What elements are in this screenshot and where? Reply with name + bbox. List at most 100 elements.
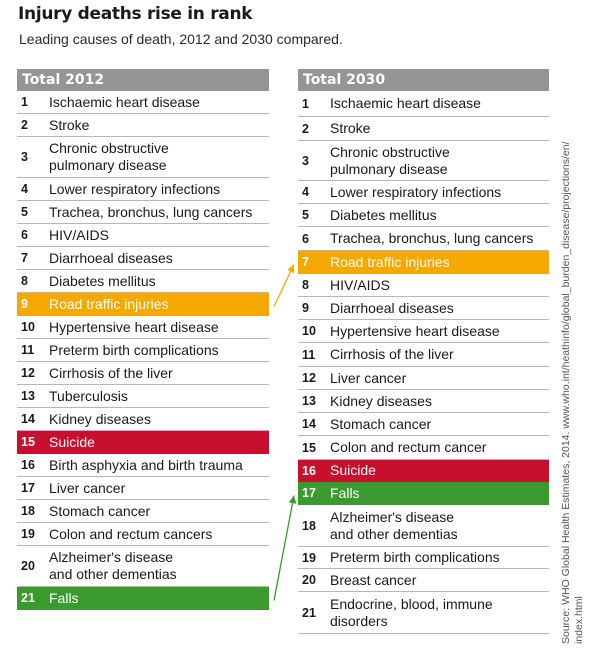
cause-label: HIV/AIDS	[330, 276, 390, 293]
table-row: 19 Colon and rectum cancers	[17, 523, 269, 546]
table-row: 10 Hypertensive heart disease	[298, 320, 549, 343]
table-row: 13 Kidney diseases	[298, 390, 549, 413]
cause-label: Chronic obstructive pulmonary disease	[49, 140, 169, 174]
cause-label: Alzheimer's disease and other dementias	[49, 549, 177, 583]
rank-number: 17	[21, 481, 35, 495]
table-row: 11 Preterm birth complications	[17, 339, 269, 362]
rank-number: 12	[21, 366, 35, 380]
table-row: 17 Liver cancer	[17, 477, 269, 500]
rank-number: 20	[302, 573, 316, 587]
rank-number: 2	[21, 118, 28, 132]
cause-label: Lower respiratory infections	[330, 183, 502, 200]
cause-label: Breast cancer	[330, 571, 417, 588]
table-row: 4 Lower respiratory infections	[298, 181, 549, 204]
cause-label: Trachea, bronchus, lung cancers	[49, 203, 253, 220]
rank-number: 14	[302, 417, 316, 431]
cause-label: Preterm birth complications	[330, 549, 500, 565]
cause-label: Tuberculosis	[49, 387, 128, 404]
cause-label: Birth asphyxia and birth trauma	[49, 456, 243, 473]
table-row: 20 Breast cancer	[298, 569, 549, 592]
cause-label: Ischaemic heart disease	[49, 93, 200, 110]
rank-number: 9	[21, 297, 28, 311]
cause-label: Suicide	[330, 462, 376, 478]
table-row: 6 HIV/AIDS	[17, 224, 269, 247]
cause-label: Colon and rectum cancers	[49, 525, 213, 542]
cause-label-line: Chronic obstructive	[49, 140, 169, 156]
rank-number: 4	[302, 185, 309, 199]
table-row: 9 Road traffic injuries	[17, 293, 269, 316]
cause-label-line: and other dementias	[49, 566, 177, 582]
rank-number: 4	[21, 182, 28, 196]
table-row: 19 Preterm birth complications	[298, 547, 549, 569]
cause-label: Cirrhosis of the liver	[49, 364, 173, 381]
rank-number: 19	[302, 550, 316, 565]
cause-label: Cirrhosis of the liver	[330, 346, 454, 362]
rank-number: 2	[302, 121, 309, 136]
table-row: 12 Liver cancer	[298, 367, 549, 390]
table-row: 7 Road traffic injuries	[298, 251, 549, 274]
cause-label: Stroke	[330, 120, 371, 136]
rank-number: 6	[21, 228, 28, 242]
cause-label: Hypertensive heart disease	[49, 318, 219, 335]
rank-number: 15	[21, 435, 35, 449]
rank-number: 14	[21, 412, 35, 426]
table-row: 12 Cirrhosis of the liver	[17, 362, 269, 385]
cause-label: Suicide	[49, 433, 95, 450]
table-row: 14 Stomach cancer	[298, 413, 549, 436]
rank-number: 18	[302, 518, 316, 533]
rank-number: 3	[302, 153, 309, 168]
rank-number: 12	[302, 371, 316, 385]
cause-label: Stroke	[49, 116, 90, 133]
cause-label: Diabetes mellitus	[330, 206, 437, 223]
rank-number: 9	[302, 301, 309, 315]
cause-label-line: Alzheimer's disease	[330, 508, 455, 525]
table-row: 8 Diabetes mellitus	[17, 270, 269, 293]
cause-label: Stomach cancer	[330, 415, 432, 432]
cause-label: Liver cancer	[330, 369, 407, 386]
rank-number: 13	[21, 389, 35, 403]
rank-number: 19	[21, 527, 35, 541]
chart-title: Injury deaths rise in rank	[18, 4, 253, 24]
table-row: 18 Alzheimer's disease and other dementias	[298, 505, 549, 547]
cause-label: Diarrhoeal diseases	[49, 249, 173, 266]
cause-label: Ischaemic heart disease	[330, 95, 481, 111]
cause-label: Road traffic injuries	[330, 253, 450, 270]
rank-number: 1	[302, 96, 309, 111]
cause-label-line: Alzheimer's disease	[49, 549, 174, 565]
chart-subtitle: Leading causes of death, 2012 and 2030 c…	[19, 31, 343, 47]
cause-label: Liver cancer	[49, 479, 126, 496]
cause-label: Falls	[330, 484, 360, 501]
rank-number: 8	[302, 278, 309, 292]
table-row: 8 HIV/AIDS	[298, 274, 549, 297]
cause-label: Hypertensive heart disease	[330, 322, 500, 339]
source-line-1: Source: WHO Global Health Estimates, 201…	[560, 141, 572, 644]
table-row: 14 Kidney diseases	[17, 408, 269, 431]
table-row: 18 Stomach cancer	[17, 500, 269, 523]
cause-label: Chronic obstructive pulmonary disease	[330, 144, 450, 178]
cause-label-line: Chronic obstructive	[330, 143, 450, 160]
rank-number: 8	[21, 274, 28, 288]
table-2012: Total 2012 1 Ischaemic heart disease 2 Strok…	[17, 69, 269, 610]
falls-rank-arrow	[273, 495, 297, 601]
cause-label: Endocrine, blood, immune disorders	[330, 596, 493, 630]
cause-label: Kidney diseases	[330, 392, 432, 409]
rank-number: 1	[21, 95, 28, 109]
cause-label: Diabetes mellitus	[49, 272, 156, 289]
rank-number: 21	[302, 605, 316, 620]
table-row: 1 Ischaemic heart disease	[298, 91, 549, 117]
cause-label: Trachea, bronchus, lung cancers	[330, 230, 534, 246]
source-note: Source: WHO Global Health Estimates, 201…	[560, 141, 586, 644]
table-row: 1 Ischaemic heart disease	[17, 91, 269, 114]
cause-label-line: disorders	[330, 612, 388, 629]
table-row: 16 Birth asphyxia and birth trauma	[17, 454, 269, 477]
table-row: 5 Diabetes mellitus	[298, 204, 549, 227]
cause-label: Stomach cancer	[49, 502, 151, 519]
rank-number: 3	[21, 150, 28, 164]
source-line-2: index.html	[573, 596, 585, 644]
road-traffic-rank-arrow	[273, 264, 295, 307]
table-row: 3 Chronic obstructive pulmonary disease	[17, 137, 269, 178]
rank-number: 6	[302, 231, 309, 246]
table-header: Total 2012	[17, 69, 269, 91]
cause-label: Road traffic injuries	[49, 295, 169, 312]
